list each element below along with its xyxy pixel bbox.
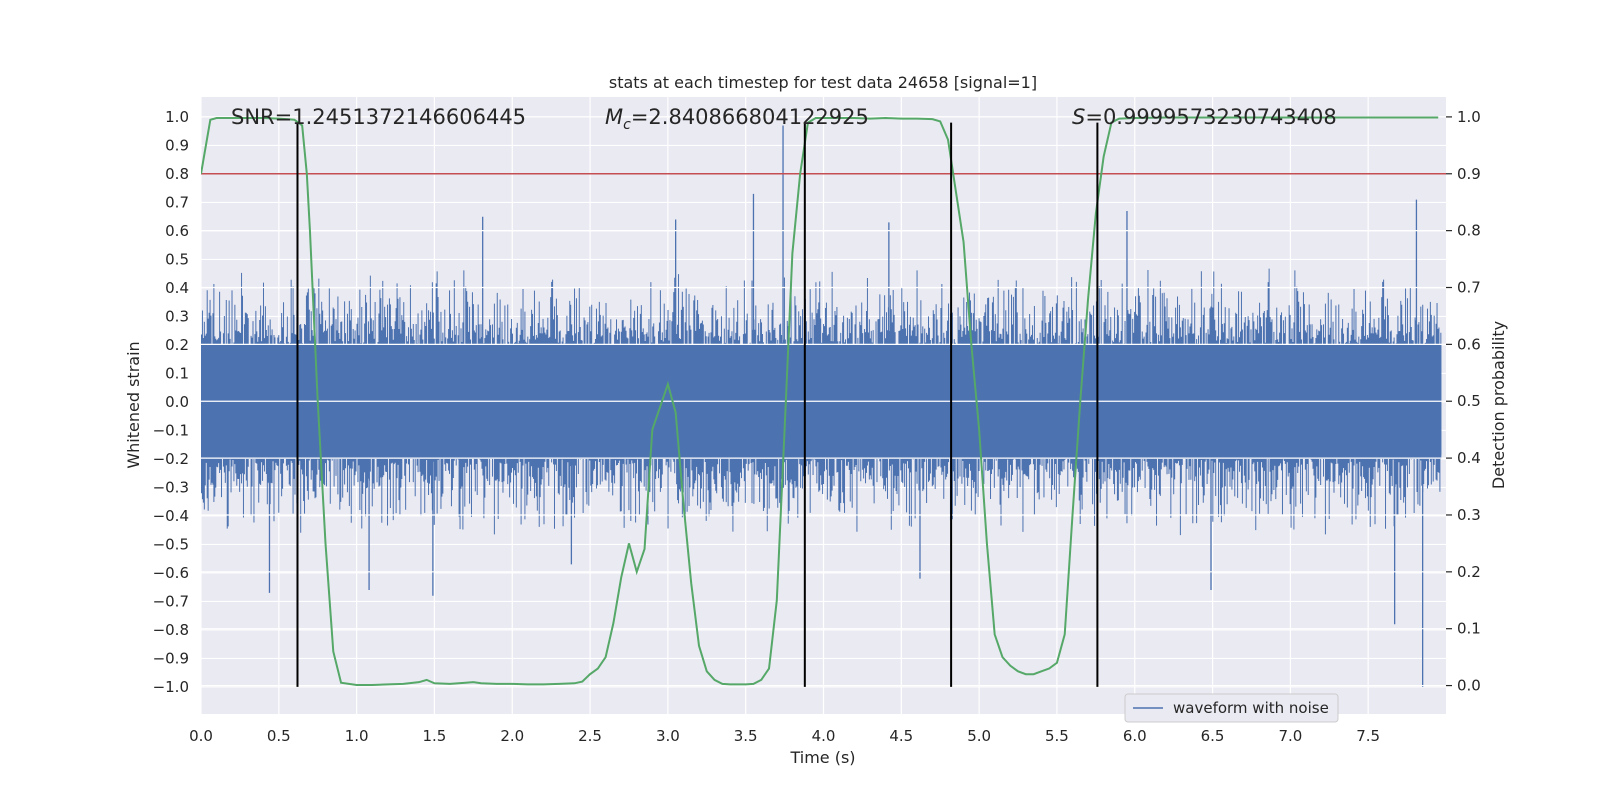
y2-axis-label: Detection probability	[1489, 321, 1508, 489]
x-tick-label: 6.5	[1201, 727, 1225, 745]
probability-line	[201, 116, 1439, 686]
x-tick-label: 3.5	[734, 727, 758, 745]
y-tick-label: 0.7	[165, 193, 189, 211]
x-axis-ticks: 0.0 0.5 1.0 1.5 2.0 2.5 3.0 3.5 4.0 4.5 5.0 5.5 6.0 6…	[189, 727, 1380, 745]
y2-tick-label: 0.6	[1457, 335, 1481, 353]
probability-series	[201, 116, 1439, 686]
y2-tick-label: 0.0	[1457, 677, 1481, 695]
y-tick-label: −0.8	[153, 621, 189, 639]
y2-tick-label: 0.3	[1457, 506, 1481, 524]
s-symbol: S	[1072, 105, 1085, 129]
y-tick-label: 0.3	[165, 307, 189, 325]
y-tick-label: −0.1	[153, 421, 189, 439]
y-tick-label: 0.0	[165, 393, 189, 411]
x-tick-label: 1.0	[345, 727, 369, 745]
x-tick-label: 5.0	[967, 727, 991, 745]
y-tick-label: −1.0	[153, 678, 189, 696]
x-tick-label: 0.5	[267, 727, 291, 745]
y-tick-label: 0.5	[165, 250, 189, 268]
chirp-mass-subscript: c	[623, 117, 631, 133]
y2-tick-label: 0.9	[1457, 165, 1481, 183]
s-annotation: S=0.9999573230743408	[1072, 105, 1337, 129]
y2-tick-label: 0.2	[1457, 563, 1481, 581]
y-tick-label: 0.1	[165, 364, 189, 382]
x-tick-label: 2.0	[500, 727, 524, 745]
x-tick-label: 6.0	[1123, 727, 1147, 745]
legend: waveform with noise	[1124, 693, 1339, 723]
y-tick-label: 0.4	[165, 279, 189, 297]
y-axis-label: Whitened strain	[124, 341, 143, 468]
y-tick-label: −0.5	[153, 535, 189, 553]
chart-title: stats at each timestep for test data 246…	[609, 73, 1037, 92]
x-axis-label: Time (s)	[789, 748, 855, 767]
y2-tick-label: 0.5	[1457, 392, 1481, 410]
legend-box	[1124, 693, 1339, 723]
y-tick-label: 0.6	[165, 222, 189, 240]
x-tick-label: 7.5	[1356, 727, 1380, 745]
y2-tick-label: 0.1	[1457, 620, 1481, 638]
y-tick-label: −0.2	[153, 450, 189, 468]
y-axis-ticks: −1.0 −0.9 −0.8 −0.7 −0.6 −0.5 −0.4 −0.3 −0.2 −0.1…	[153, 108, 189, 696]
x-tick-label: 7.0	[1278, 727, 1302, 745]
x-tick-label: 5.5	[1045, 727, 1069, 745]
s-value: =0.9999573230743408	[1085, 105, 1336, 129]
waveform-series	[201, 125, 1442, 687]
y-tick-label: 0.2	[165, 336, 189, 354]
waveform-line	[201, 268, 1442, 536]
x-tick-label: 4.5	[889, 727, 913, 745]
y2-tick-label: 1.0	[1457, 108, 1481, 126]
x-tick-label: 2.5	[578, 727, 602, 745]
legend-entry-waveform: waveform with noise	[1173, 699, 1329, 717]
y-tick-label: −0.9	[153, 649, 189, 667]
x-tick-label: 3.0	[656, 727, 680, 745]
y-tick-label: 0.9	[165, 136, 189, 154]
y2-tick-label: 0.8	[1457, 222, 1481, 240]
y2-tick-label: 0.4	[1457, 449, 1481, 467]
y-tick-label: 1.0	[165, 108, 189, 126]
y-tick-label: 0.8	[165, 165, 189, 183]
y2-tick-label: 0.7	[1457, 279, 1481, 297]
y-tick-label: −0.6	[153, 564, 189, 582]
chirp-mass-annotation: Mc=2.840866804122925	[605, 105, 869, 133]
x-tick-label: 4.0	[812, 727, 836, 745]
chirp-mass-value: =2.840866804122925	[631, 105, 869, 129]
y2-axis-ticks: 0.0 0.1 0.2 0.3 0.4 0.5 0.6 0.7 0.8 0.9 1.0	[1446, 108, 1481, 695]
y-tick-label: −0.3	[153, 478, 189, 496]
vertical-markers	[296, 122, 1099, 687]
y-tick-label: −0.4	[153, 507, 189, 525]
snr-annotation: SNR=1.2451372146606445	[231, 105, 526, 129]
y-tick-label: −0.7	[153, 592, 189, 610]
x-tick-label: 0.0	[189, 727, 213, 745]
x-tick-label: 1.5	[423, 727, 447, 745]
chirp-mass-symbol: M	[605, 105, 623, 129]
